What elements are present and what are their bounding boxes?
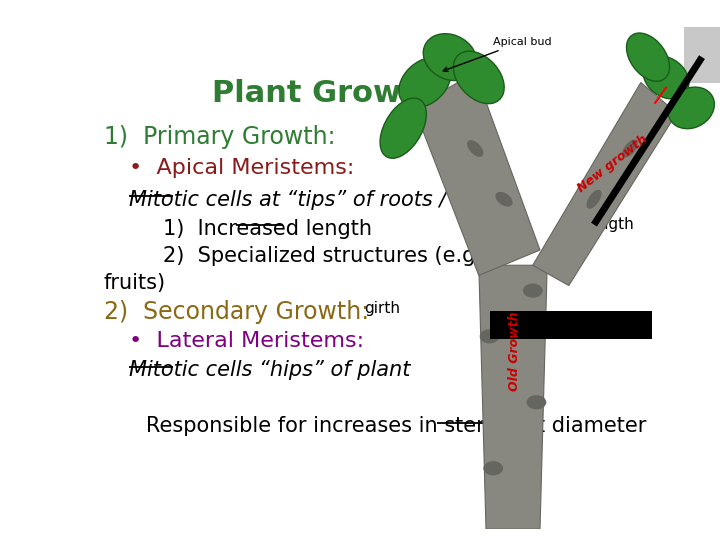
Ellipse shape [526, 395, 546, 409]
Ellipse shape [626, 33, 670, 81]
Text: 1)  Increased length: 1) Increased length [163, 219, 372, 239]
Ellipse shape [380, 98, 426, 158]
Text: length: length [585, 218, 634, 232]
Ellipse shape [423, 33, 477, 80]
Ellipse shape [587, 190, 601, 209]
Text: New growth: New growth [575, 132, 649, 195]
Ellipse shape [523, 284, 543, 298]
Text: •  Lateral Meristems:: • Lateral Meristems: [129, 331, 364, 351]
Text: girth: girth [364, 301, 400, 315]
Ellipse shape [622, 139, 638, 158]
Ellipse shape [495, 192, 513, 207]
Text: Plant Growth: Plant Growth [212, 79, 437, 109]
Text: •  Apical Meristems:: • Apical Meristems: [129, 158, 354, 178]
Text: 1)  Primary Growth:: 1) Primary Growth: [104, 125, 336, 149]
Text: fruits): fruits) [104, 273, 166, 293]
Ellipse shape [399, 57, 451, 107]
Ellipse shape [668, 87, 714, 129]
Ellipse shape [483, 461, 503, 475]
Ellipse shape [643, 56, 689, 99]
Polygon shape [533, 83, 677, 286]
Ellipse shape [454, 51, 504, 104]
Bar [490, 311, 652, 339]
Polygon shape [479, 265, 547, 529]
Text: 2)  Specialized structures (e.g.: 2) Specialized structures (e.g. [163, 246, 482, 266]
Ellipse shape [467, 140, 483, 157]
Text: Mitotic cells “hips” of plant: Mitotic cells “hips” of plant [129, 360, 410, 380]
Text: 2)  Secondary Growth:: 2) Secondary Growth: [104, 300, 369, 323]
Text: Old Growth: Old Growth [508, 312, 521, 392]
Ellipse shape [480, 329, 500, 343]
Text: Apical bud: Apical bud [444, 37, 552, 71]
Text: Mitotic cells at “tips” of roots / stems: Mitotic cells at “tips” of roots / stems [129, 190, 516, 210]
Bar [684, 26, 720, 83]
Text: Responsible for increases in stem/root diameter: Responsible for increases in stem/root d… [145, 416, 646, 436]
Polygon shape [414, 72, 540, 275]
